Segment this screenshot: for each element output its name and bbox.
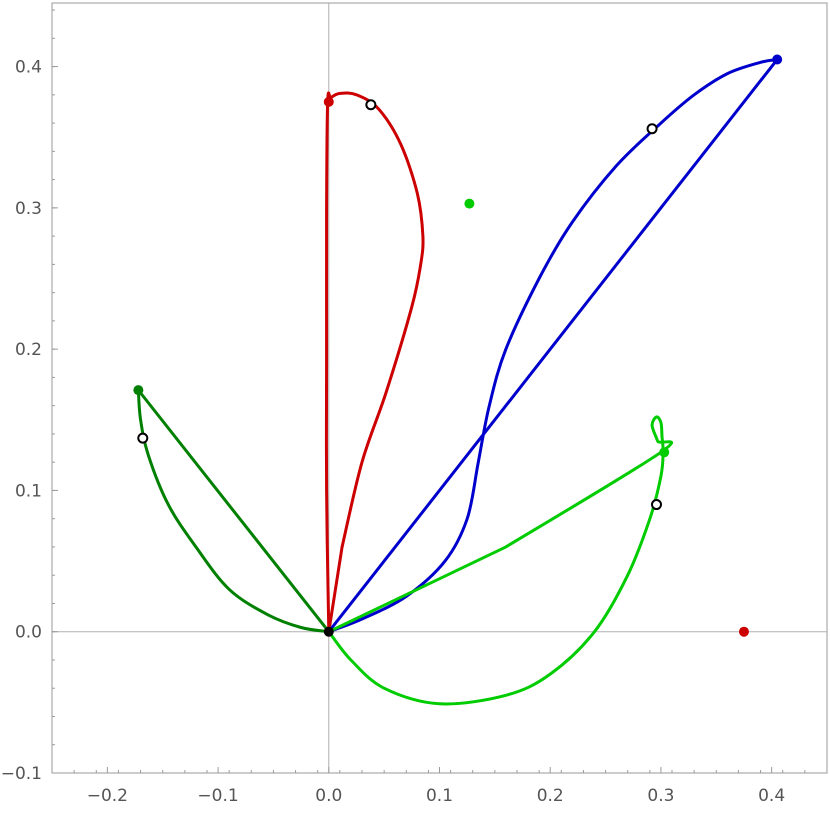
y-tick-labels: −0.1 0.0 0.1 0.2 0.3 0.4 (1, 58, 42, 784)
series-1-curve (327, 58, 779, 634)
x-tick-labels: −0.2 −0.1 0.0 0.1 0.2 0.3 0.4 (87, 786, 785, 806)
x-tick-label: 0.4 (758, 786, 785, 806)
y-tick-label: 0.2 (15, 340, 42, 360)
curves (136, 58, 779, 706)
filled-point-marker (738, 626, 749, 637)
series-2-chord (327, 545, 508, 634)
filled-point-marker (659, 447, 670, 458)
tick-marks (51, 9, 806, 774)
y-tick-label: 0.1 (15, 481, 42, 501)
markers (133, 54, 783, 637)
series-1-chord (327, 58, 779, 634)
zero-axes (52, 3, 827, 773)
y-tick-label: 0.4 (15, 58, 42, 78)
series-0-curve (324, 91, 425, 634)
plot-frame (51, 2, 828, 774)
y-tick-label: 0.3 (15, 199, 42, 219)
filled-point-marker (133, 385, 144, 396)
series-3-curve (136, 388, 331, 634)
y-tick-label: 0.0 (15, 623, 42, 643)
filled-point-marker (772, 54, 783, 65)
filled-point-marker (323, 626, 334, 637)
open-point-marker (137, 432, 149, 444)
x-tick-label: 0.3 (647, 786, 674, 806)
x-tick-label: 0.0 (315, 786, 342, 806)
x-tick-label: −0.2 (87, 786, 128, 806)
open-point-marker (365, 99, 377, 111)
series-0-chord (327, 545, 344, 634)
series-2-curve (327, 415, 674, 706)
filled-point-marker (464, 198, 475, 209)
series-3-chord (136, 388, 331, 634)
x-tick-label: 0.2 (537, 786, 564, 806)
open-point-marker (651, 499, 662, 511)
open-point-marker (646, 123, 658, 135)
x-tick-label: −0.1 (197, 786, 238, 806)
filled-point-marker (323, 96, 334, 107)
y-tick-label: −0.1 (1, 764, 42, 784)
x-tick-label: 0.1 (426, 786, 453, 806)
